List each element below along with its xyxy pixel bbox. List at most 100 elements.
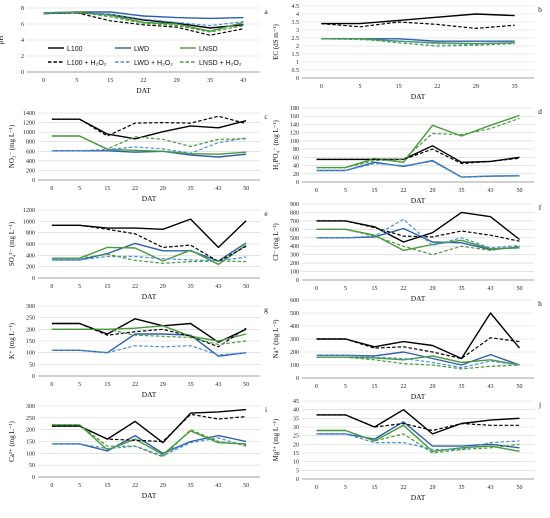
- y-tick-label: 1.5: [292, 52, 300, 58]
- series-line-l100-h-o-: [316, 148, 520, 165]
- legend-label: L100 + H₂O₂: [67, 60, 107, 67]
- x-tick-label: 22: [132, 382, 138, 388]
- y-tick-label: 200: [26, 327, 35, 333]
- y-tick-label: 15: [293, 451, 299, 457]
- y-tick-label: 1: [296, 60, 299, 66]
- y-tick-label: 3.5: [292, 20, 300, 26]
- panel-letter: a: [264, 7, 268, 16]
- series-line-l100: [316, 409, 520, 435]
- x-tick-label: 5: [78, 186, 81, 192]
- y-tick-label: 500: [290, 311, 299, 317]
- x-tick-label: 50: [243, 382, 249, 388]
- y-axis-label: pH: [0, 36, 5, 45]
- panel-h: 0 100 200 300 400 500 600 0 5 15 22 29 35 43 50 DAT Na⁺ …: [272, 298, 542, 401]
- y-tick-label: 10: [293, 460, 299, 466]
- series-line-lnsd-h-o-: [316, 228, 520, 256]
- series-line-l100: [51, 118, 247, 140]
- x-tick-label: 50: [517, 485, 523, 491]
- x-tick-label: 15: [107, 78, 113, 84]
- x-tick-label: 15: [104, 483, 110, 489]
- y-tick-label: 100: [290, 270, 299, 276]
- y-tick-label: 0: [32, 374, 35, 380]
- legend-label: LWD + H₂O₂: [134, 60, 173, 67]
- series-line-lwd-h-o-: [51, 437, 247, 457]
- x-tick-label: 35: [459, 188, 465, 194]
- series-line-lnsd: [51, 244, 247, 266]
- series-line-lnsd: [51, 325, 247, 342]
- x-tick-label: 15: [104, 382, 110, 388]
- series-line-lnsd: [51, 424, 247, 456]
- panel-letter: c: [264, 112, 268, 121]
- x-tick-label: 22: [132, 284, 138, 290]
- y-tick-label: 150: [26, 339, 35, 345]
- series-line-lwd: [51, 242, 247, 262]
- x-tick-label: 5: [78, 382, 81, 388]
- y-tick-label: 300: [26, 304, 35, 310]
- y-tick-label: 60: [293, 155, 299, 161]
- y-tick-label: 200: [26, 168, 35, 174]
- x-tick-label: 15: [104, 284, 110, 290]
- y-tick-label: 20: [293, 172, 299, 178]
- y-tick-label: 300: [290, 253, 299, 259]
- panel-f: 0 100 200 300 400 500 600 700 800 900 0 5 15 22 29 35 43…: [272, 202, 542, 303]
- y-tick-label: 100: [290, 139, 299, 145]
- series-line-lnsd-h-o-: [316, 117, 520, 169]
- panel-letter: i: [265, 405, 267, 414]
- series-line-lwd-h-o-: [321, 38, 515, 46]
- x-axis-label: DAT: [136, 86, 151, 95]
- y-tick-label: 600: [26, 242, 35, 248]
- y-tick-label: 120: [290, 131, 299, 137]
- panel-b: 0 0.5 1 1.5 2 2.5 3 3.5 4 4.5 0 5 15 22 29 35 DAT EC (dS …: [272, 4, 542, 101]
- y-tick-label: 0: [21, 70, 24, 76]
- x-tick-label: 22: [132, 186, 138, 192]
- series-line-lwd: [51, 333, 247, 357]
- series-line-l100-h-o-: [51, 413, 247, 443]
- y-tick-label: 100: [290, 363, 299, 369]
- y-axis-label: Mg²⁺ (mg L⁻¹): [272, 418, 280, 461]
- series-line-l100-h-o-: [51, 115, 247, 137]
- series-line-lwd-h-o-: [51, 345, 247, 356]
- x-tick-label: 35: [207, 78, 213, 84]
- y-tick-label: 600: [26, 149, 35, 155]
- y-tick-label: 80: [293, 147, 299, 153]
- series-line-l100-h-o-: [51, 322, 247, 348]
- x-tick-label: 43: [215, 483, 221, 489]
- x-tick-label: 35: [459, 384, 465, 390]
- series-line-lwd-h-o-: [316, 218, 520, 249]
- y-tick-label: 45: [293, 399, 299, 405]
- x-axis-label: DAT: [411, 294, 426, 303]
- x-tick-label: 35: [188, 284, 194, 290]
- y-tick-label: 600: [290, 227, 299, 233]
- x-axis-label: DAT: [411, 392, 426, 401]
- y-tick-label: 400: [26, 253, 35, 259]
- series-line-l100: [321, 13, 515, 25]
- panel-j: 0 5 10 15 20 25 30 35 40 45 0 5 15 22 29 35 43 50 DAT Mg²⁺ …: [272, 399, 541, 502]
- y-tick-label: 300: [290, 337, 299, 343]
- x-tick-label: 0: [315, 286, 318, 292]
- x-tick-label: 0: [50, 284, 53, 290]
- y-tick-label: 0: [296, 477, 299, 483]
- series-line-lwd-h-o-: [316, 354, 520, 369]
- y-axis-label: NO₃⁻ (mg L⁻¹): [8, 124, 16, 168]
- series-line-lnsd-h-o-: [321, 38, 515, 47]
- y-tick-label: 0: [32, 178, 35, 184]
- x-tick-label: 22: [141, 78, 147, 84]
- series-line-lwd-h-o-: [43, 12, 244, 27]
- y-tick-label: 50: [29, 362, 35, 368]
- y-axis-label: Cl⁻ (mg L⁻¹): [272, 223, 280, 261]
- series-line-lnsd-h-o-: [51, 135, 247, 150]
- x-tick-label: 22: [434, 84, 440, 90]
- x-tick-label: 35: [459, 485, 465, 491]
- panel-a: 0 2 4 6 8 0 5 15 22 29 35 43 DAT pH a: [0, 6, 268, 95]
- legend-label: LNSD + H₂O₂: [199, 60, 242, 67]
- x-tick-label: 29: [430, 384, 436, 390]
- x-tick-label: 5: [344, 384, 347, 390]
- y-tick-label: 50: [29, 463, 35, 469]
- y-tick-label: 8: [21, 6, 24, 12]
- x-tick-label: 35: [188, 186, 194, 192]
- x-tick-label: 0: [50, 382, 53, 388]
- y-tick-label: 6: [21, 22, 24, 28]
- x-tick-label: 22: [401, 286, 407, 292]
- x-tick-label: 5: [78, 483, 81, 489]
